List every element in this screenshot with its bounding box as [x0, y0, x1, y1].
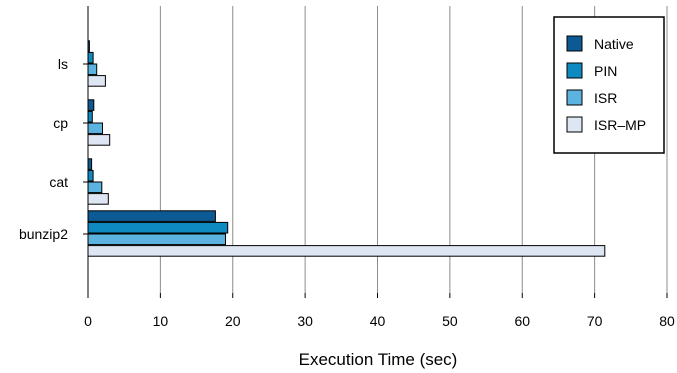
x-tick-label: 40 [370, 313, 386, 329]
x-tick-label: 0 [84, 313, 92, 329]
bar-bunzip2-isr [87, 233, 226, 246]
bar-bunzip2-pin [87, 221, 229, 234]
x-tick-label: 20 [225, 313, 241, 329]
y-axis-ticks: ls cp cat bunzip2 [19, 56, 88, 242]
legend-label: ISR [594, 90, 617, 106]
y-tick-label: cp [53, 115, 68, 131]
legend: Native PIN ISR ISR–MP [553, 16, 665, 154]
x-tick-label: 30 [297, 313, 313, 329]
bar-cp-pin [87, 110, 93, 123]
legend-swatch [566, 62, 583, 79]
x-tick-label: 70 [587, 313, 603, 329]
bar-cp-isr-mp [87, 134, 111, 146]
bar-cat-native [87, 158, 93, 170]
bar-cp-native [87, 99, 95, 111]
x-tick-label: 50 [442, 313, 458, 329]
legend-swatch [566, 35, 583, 52]
x-tick-label: 60 [514, 313, 530, 329]
bar-ls-isr [87, 63, 98, 76]
bar-ls-pin [87, 51, 94, 64]
legend-label: Native [594, 36, 634, 52]
legend-swatch [566, 116, 583, 133]
x-axis-ticks: 0 10 20 30 40 50 60 70 80 [84, 293, 675, 329]
bar-ls-isr-mp [87, 75, 106, 87]
bar-ls-native [87, 40, 90, 52]
y-tick-label: ls [58, 56, 68, 72]
bar-bunzip2-native [87, 210, 216, 222]
x-tick-label: 80 [659, 313, 675, 329]
x-tick-label: 10 [153, 313, 169, 329]
legend-label: PIN [594, 63, 617, 79]
bar-bunzip2-isr-mp [87, 245, 606, 257]
y-tick-label: bunzip2 [19, 226, 68, 242]
bar-cat-isr [87, 181, 103, 194]
x-axis-title: Execution Time (sec) [299, 350, 458, 369]
legend-swatch [566, 89, 583, 106]
legend-label: ISR–MP [594, 117, 646, 133]
bar-cat-isr-mp [87, 193, 109, 205]
bar-cat-pin [87, 169, 94, 182]
y-tick-label: cat [49, 174, 68, 190]
bar-cp-isr [87, 122, 103, 135]
bars [87, 40, 606, 257]
